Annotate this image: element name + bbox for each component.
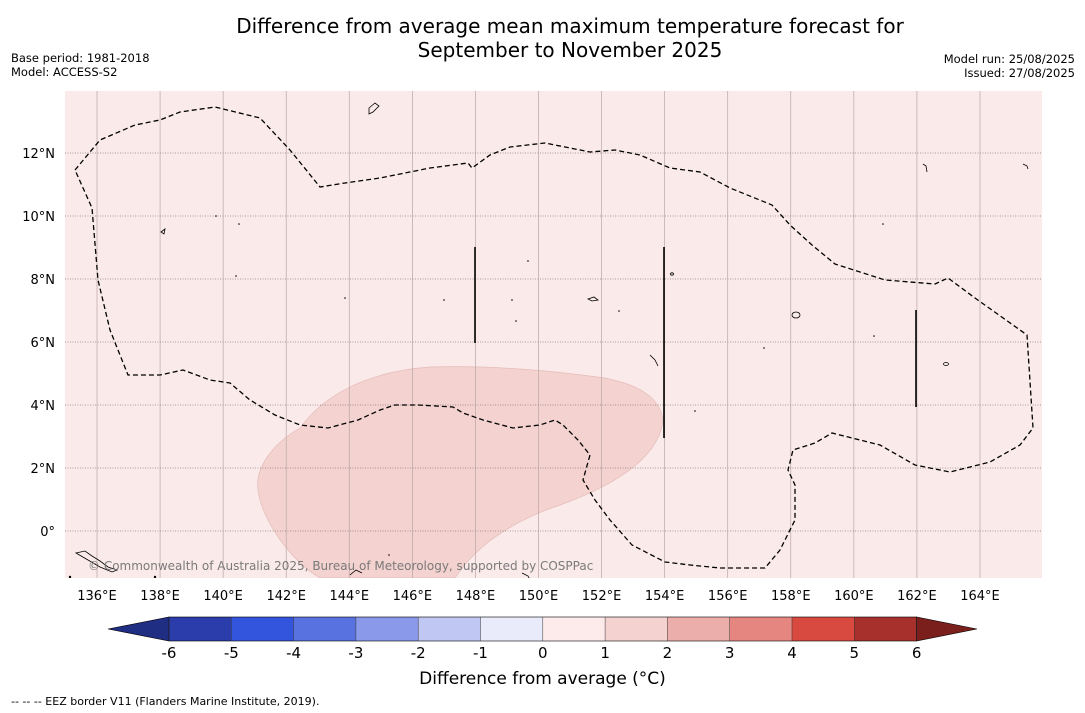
lon-label: 164°E bbox=[960, 589, 1000, 604]
lat-label: 8°N bbox=[31, 273, 56, 288]
colorbar-tick-label: 4 bbox=[787, 644, 797, 662]
lat-label: 12°N bbox=[22, 147, 55, 162]
meta-left: Base period: 1981-2018 Model: ACCESS-S2 bbox=[11, 51, 150, 79]
copyright-text: © Commonwealth of Australia 2025, Bureau… bbox=[88, 559, 593, 573]
issued-date: Issued: 27/08/2025 bbox=[964, 66, 1075, 80]
colorbar-tick-label: 6 bbox=[912, 644, 922, 662]
colorbar-cell bbox=[293, 617, 356, 641]
island bbox=[791, 311, 801, 319]
title-line-2: September to November 2025 bbox=[417, 38, 723, 62]
colorbar-tick-label: -5 bbox=[224, 644, 239, 662]
lon-label: 138°E bbox=[140, 589, 180, 604]
colorbar-cell bbox=[605, 617, 668, 641]
colorbar-tick-label: 2 bbox=[663, 644, 673, 662]
colorbar-tick-label: 1 bbox=[600, 644, 610, 662]
lon-label: 158°E bbox=[771, 589, 811, 604]
lat-label: 4°N bbox=[31, 399, 56, 414]
island bbox=[670, 272, 674, 276]
title-line-1: Difference from average mean maximum tem… bbox=[236, 14, 904, 38]
lon-label: 150°E bbox=[519, 589, 559, 604]
colorbar-tick-label: -4 bbox=[286, 644, 301, 662]
lon-label: 160°E bbox=[834, 589, 874, 604]
island bbox=[521, 572, 530, 578]
small-islands bbox=[68, 215, 884, 578]
lon-label: 140°E bbox=[203, 589, 243, 604]
lat-label: 2°N bbox=[31, 462, 56, 477]
lon-label: 142°E bbox=[266, 589, 306, 604]
colorbar-cells bbox=[107, 616, 978, 642]
island bbox=[943, 362, 949, 366]
colorbar-cell bbox=[169, 617, 232, 641]
lat-label: 10°N bbox=[22, 210, 55, 225]
island bbox=[922, 163, 928, 173]
colorbar-cell bbox=[792, 617, 855, 641]
latitude-labels: 12°N 10°N 8°N 6°N 4°N 2°N 0° bbox=[22, 147, 55, 540]
lon-label: 148°E bbox=[456, 589, 496, 604]
model-run: Model run: 25/08/2025 bbox=[943, 52, 1075, 66]
lon-label: 162°E bbox=[897, 589, 937, 604]
eez-legend-footnote: -- -- -- EEZ border V11 (Flanders Marine… bbox=[11, 695, 320, 708]
lon-label: 146°E bbox=[393, 589, 433, 604]
colorbar-ticks: -6 -5 -4 -3 -2 -1 0 1 2 3 4 5 6 bbox=[162, 617, 922, 662]
colorbar-cell bbox=[542, 617, 606, 641]
chart-title: Difference from average mean maximum tem… bbox=[200, 14, 940, 62]
colorbar-cell bbox=[355, 617, 419, 641]
colorbar-tick-label: -3 bbox=[348, 644, 363, 662]
colorbar-cell bbox=[729, 617, 792, 641]
colorbar-tick-label: 5 bbox=[850, 644, 860, 662]
island bbox=[74, 550, 119, 573]
meta-right: Model run: 25/08/2025 Issued: 27/08/2025 bbox=[944, 52, 1075, 80]
island bbox=[586, 296, 599, 302]
base-period: Base period: 1981-2018 bbox=[11, 51, 150, 65]
island bbox=[368, 102, 380, 115]
lon-label: 152°E bbox=[582, 589, 622, 604]
lon-label: 144°E bbox=[330, 589, 370, 604]
colorbar-cell bbox=[667, 617, 730, 641]
island bbox=[649, 354, 659, 367]
island bbox=[349, 569, 363, 576]
colorbar-label: Difference from average (°C) bbox=[419, 669, 666, 689]
island bbox=[1022, 163, 1029, 170]
colorbar-tick-label: -6 bbox=[162, 644, 177, 662]
colorbar-cell bbox=[418, 617, 481, 641]
colorbar-tick-label: -1 bbox=[473, 644, 488, 662]
colorbar-cell bbox=[480, 617, 543, 641]
colorbar-tick-label: 3 bbox=[725, 644, 735, 662]
islands bbox=[74, 102, 1029, 578]
longitude-labels: 136°E 138°E 140°E 142°E 144°E 146°E 148°E 150°E… bbox=[77, 589, 1000, 604]
lat-label: 0° bbox=[40, 525, 55, 540]
island bbox=[160, 228, 166, 235]
colorbar-tick-label: -2 bbox=[411, 644, 426, 662]
lon-label: 156°E bbox=[708, 589, 748, 604]
model-name: Model: ACCESS-S2 bbox=[11, 65, 118, 79]
lon-label: 154°E bbox=[645, 589, 685, 604]
lat-label: 6°N bbox=[31, 336, 56, 351]
colorbar-extend-low bbox=[107, 616, 170, 642]
colorbar-cell bbox=[231, 617, 294, 641]
lon-label: 136°E bbox=[77, 589, 117, 604]
eez-border bbox=[74, 106, 1034, 569]
colorbar-extend-high bbox=[916, 616, 978, 642]
colorbar-cell bbox=[854, 617, 917, 641]
colorbar-tick-label: 0 bbox=[538, 644, 548, 662]
